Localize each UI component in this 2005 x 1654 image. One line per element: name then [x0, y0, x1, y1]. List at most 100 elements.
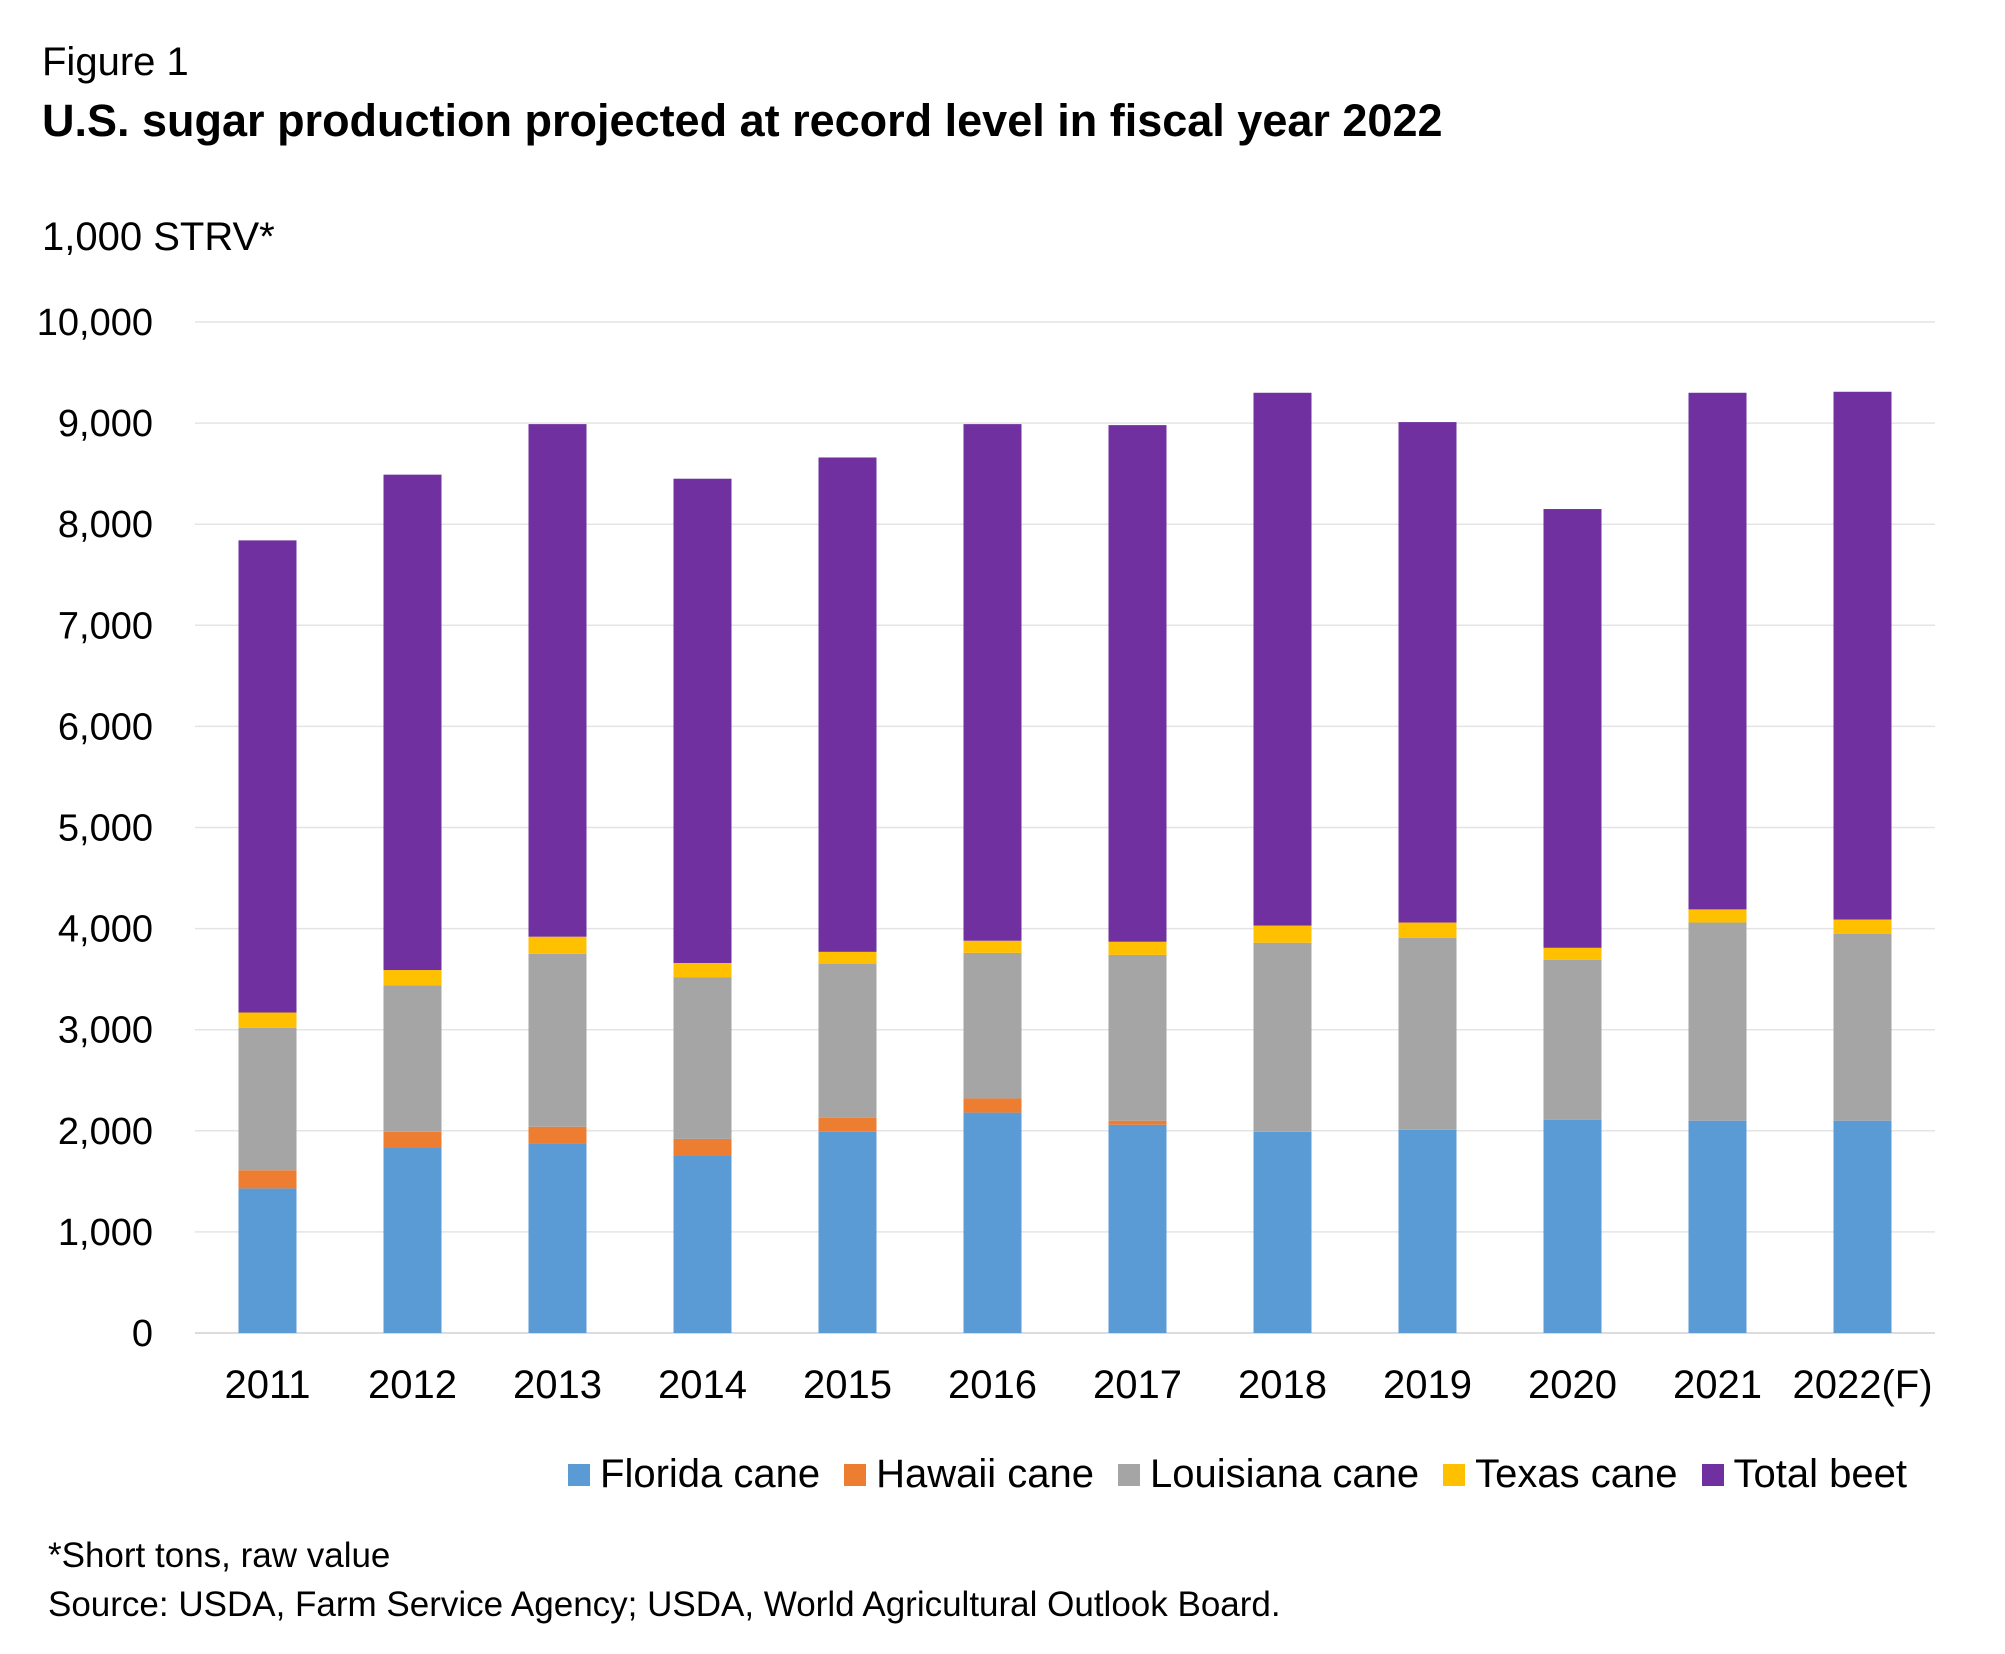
bar-total-beet-2021 [1688, 392, 1747, 910]
y-tick-label: 2,000 [58, 1111, 153, 1153]
bar-texas-cane-2012 [383, 970, 442, 986]
bar-total-beet-2022(F) [1833, 391, 1892, 920]
bar-hawaii-cane-2013 [528, 1126, 587, 1144]
bar-texas-cane-2015 [818, 951, 877, 964]
bar-chart: 0 1,000 2,000 3,000 4,000 5,000 6,000 7,000 8,00… [37, 302, 1935, 1407]
bar-total-beet-2018 [1253, 392, 1312, 926]
x-tick-labels: 2011 2012 2013 2014 2015 2016 2017 2018 2019 2020… [224, 1363, 1932, 1407]
x-tick-label: 2017 [1093, 1363, 1182, 1407]
footnote: *Short tons, raw value [48, 1536, 391, 1575]
bar-florida-cane-2015 [818, 1131, 877, 1333]
y-tick-label: 5,000 [58, 808, 153, 850]
bar-total-beet-2012 [383, 474, 442, 971]
bar-florida-cane-2021 [1688, 1120, 1747, 1333]
bar-total-beet-2013 [528, 424, 587, 937]
legend-swatch [1118, 1463, 1141, 1486]
bar-texas-cane-2017 [1108, 941, 1167, 955]
bar-louisiana-cane-2016 [963, 952, 1022, 1099]
y-axis-label: 1,000 STRV* [42, 215, 275, 259]
bar-total-beet-2011 [238, 540, 297, 1013]
bar-texas-cane-2011 [238, 1012, 297, 1028]
bar-louisiana-cane-2020 [1543, 959, 1602, 1120]
bar-florida-cane-2022(F) [1833, 1120, 1892, 1333]
x-tick-label: 2012 [368, 1363, 457, 1407]
y-tick-label: 0 [132, 1313, 153, 1355]
bar-texas-cane-2016 [963, 940, 1022, 953]
legend-swatch [844, 1463, 867, 1486]
legend-label: Florida cane [600, 1452, 821, 1496]
bar-hawaii-cane-2014 [673, 1138, 732, 1156]
bar-texas-cane-2013 [528, 936, 587, 954]
y-tick-label: 6,000 [58, 706, 153, 748]
bar-florida-cane-2013 [528, 1143, 587, 1333]
chart-title: U.S. sugar production projected at recor… [42, 95, 1443, 146]
legend-item-hawaii-cane: Hawaii cane [844, 1452, 1094, 1497]
bar-hawaii-cane-2016 [963, 1098, 1022, 1113]
y-tick-label: 1,000 [58, 1212, 153, 1254]
y-tick-label: 4,000 [58, 909, 153, 951]
x-tick-label: 2021 [1673, 1363, 1762, 1407]
legend-label: Hawaii cane [876, 1452, 1095, 1496]
bar-total-beet-2016 [963, 424, 1022, 941]
figure-label: Figure 1 [42, 40, 189, 84]
legend-item-louisiana-cane: Louisiana cane [1118, 1452, 1419, 1497]
bar-florida-cane-2018 [1253, 1131, 1312, 1333]
bar-texas-cane-2020 [1543, 947, 1602, 960]
bar-florida-cane-2017 [1108, 1124, 1167, 1333]
bar-florida-cane-2014 [673, 1155, 732, 1333]
legend-item-total-beet: Total beet [1701, 1452, 1907, 1497]
bar-louisiana-cane-2018 [1253, 942, 1312, 1132]
x-tick-label: 2014 [658, 1363, 747, 1407]
x-tick-label: 2020 [1528, 1363, 1617, 1407]
x-tick-label: 2015 [803, 1363, 892, 1407]
bar-louisiana-cane-2015 [818, 963, 877, 1118]
legend-label: Total beet [1733, 1452, 1907, 1496]
legend-label: Texas cane [1475, 1452, 1678, 1496]
bar-total-beet-2015 [818, 457, 877, 952]
legend: Florida cane Hawaii cane Louisiana cane Tex… [0, 1452, 2005, 1497]
y-tick-label: 3,000 [58, 1010, 153, 1052]
legend-swatch [1443, 1463, 1466, 1486]
bar-louisiana-cane-2019 [1398, 937, 1457, 1130]
bar-texas-cane-2014 [673, 962, 732, 978]
bar-louisiana-cane-2014 [673, 977, 732, 1139]
bar-louisiana-cane-2021 [1688, 922, 1747, 1121]
y-tick-label: 10,000 [37, 302, 153, 344]
bar-florida-cane-2020 [1543, 1119, 1602, 1333]
bar-texas-cane-2022(F) [1833, 919, 1892, 934]
bar-louisiana-cane-2011 [238, 1027, 297, 1171]
legend-swatch [1701, 1463, 1724, 1486]
y-tick-label: 9,000 [58, 403, 153, 445]
bar-florida-cane-2012 [383, 1147, 442, 1333]
bar-total-beet-2020 [1543, 509, 1602, 948]
source-note: Source: USDA, Farm Service Agency; USDA,… [48, 1585, 1281, 1624]
bar-hawaii-cane-2012 [383, 1131, 442, 1148]
bar-texas-cane-2021 [1688, 909, 1747, 923]
bar-total-beet-2019 [1398, 422, 1457, 923]
gridlines [195, 321, 1935, 1334]
legend-item-texas-cane: Texas cane [1443, 1452, 1678, 1497]
bar-florida-cane-2016 [963, 1112, 1022, 1333]
bar-hawaii-cane-2015 [818, 1117, 877, 1132]
legend-swatch [568, 1463, 591, 1486]
x-tick-label: 2016 [948, 1363, 1037, 1407]
x-tick-label: 2018 [1238, 1363, 1327, 1407]
bar-louisiana-cane-2022(F) [1833, 933, 1892, 1121]
bar-louisiana-cane-2017 [1108, 954, 1167, 1121]
bar-total-beet-2017 [1108, 425, 1167, 942]
bar-hawaii-cane-2017 [1108, 1120, 1167, 1125]
legend-item-florida-cane: Florida cane [568, 1452, 820, 1497]
bar-texas-cane-2019 [1398, 922, 1457, 938]
bar-louisiana-cane-2012 [383, 985, 442, 1132]
x-tick-label: 2011 [224, 1363, 310, 1407]
y-tick-label: 7,000 [58, 605, 153, 647]
bar-hawaii-cane-2011 [238, 1170, 297, 1189]
y-tick-label: 8,000 [58, 504, 153, 546]
x-tick-label: 2022(F) [1792, 1363, 1932, 1407]
y-tick-labels: 0 1,000 2,000 3,000 4,000 5,000 6,000 7,000 8,00… [37, 302, 153, 1355]
x-tick-label: 2013 [513, 1363, 602, 1407]
bar-florida-cane-2019 [1398, 1129, 1457, 1333]
bar-louisiana-cane-2013 [528, 953, 587, 1127]
legend-label: Louisiana cane [1150, 1452, 1420, 1496]
bar-total-beet-2014 [673, 478, 732, 963]
